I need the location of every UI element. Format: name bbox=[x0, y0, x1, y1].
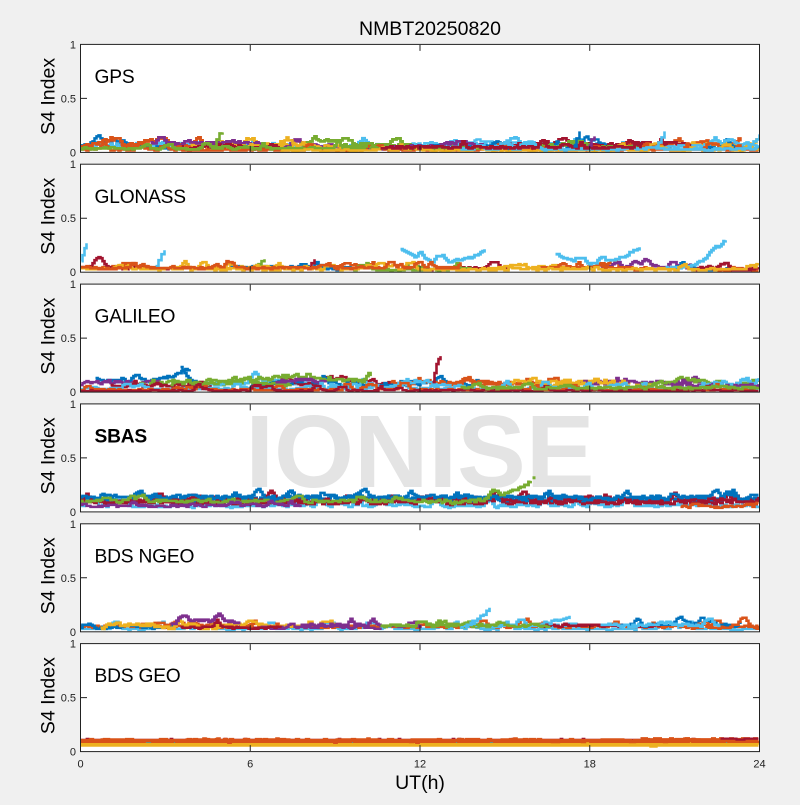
svg-text:0: 0 bbox=[70, 387, 76, 399]
svg-text:UT(h): UT(h) bbox=[395, 772, 445, 794]
svg-text:SBAS: SBAS bbox=[95, 427, 148, 448]
svg-text:BDS NGEO: BDS NGEO bbox=[95, 546, 195, 567]
svg-text:GPS: GPS bbox=[95, 67, 135, 88]
svg-text:1: 1 bbox=[70, 159, 76, 171]
svg-text:0: 0 bbox=[70, 507, 76, 519]
svg-text:S4 Index: S4 Index bbox=[38, 417, 60, 494]
svg-text:GALILEO: GALILEO bbox=[95, 307, 176, 328]
svg-text:0.5: 0.5 bbox=[61, 573, 76, 585]
svg-text:S4 Index: S4 Index bbox=[38, 297, 60, 374]
svg-text:0.5: 0.5 bbox=[61, 213, 76, 225]
svg-text:6: 6 bbox=[247, 758, 253, 770]
svg-text:S4 Index: S4 Index bbox=[38, 657, 60, 734]
svg-text:S4 Index: S4 Index bbox=[38, 177, 60, 254]
svg-text:1: 1 bbox=[70, 279, 76, 291]
svg-text:1: 1 bbox=[70, 399, 76, 411]
svg-text:0: 0 bbox=[70, 147, 76, 159]
svg-text:1: 1 bbox=[70, 639, 76, 651]
svg-text:BDS GEO: BDS GEO bbox=[95, 666, 181, 687]
svg-text:NMBT20250820: NMBT20250820 bbox=[359, 18, 501, 40]
svg-text:1: 1 bbox=[70, 39, 76, 51]
svg-text:0: 0 bbox=[77, 758, 83, 770]
svg-text:12: 12 bbox=[414, 758, 426, 770]
svg-text:0.5: 0.5 bbox=[61, 333, 76, 345]
svg-text:24: 24 bbox=[753, 758, 765, 770]
svg-text:0: 0 bbox=[70, 267, 76, 279]
svg-text:0.5: 0.5 bbox=[61, 453, 76, 465]
svg-text:18: 18 bbox=[584, 758, 596, 770]
svg-text:1: 1 bbox=[70, 519, 76, 531]
svg-text:0.5: 0.5 bbox=[61, 693, 76, 705]
svg-text:S4 Index: S4 Index bbox=[38, 537, 60, 614]
svg-text:0: 0 bbox=[70, 747, 76, 759]
svg-text:0.5: 0.5 bbox=[61, 93, 76, 105]
svg-text:GLONASS: GLONASS bbox=[95, 187, 186, 208]
svg-text:IONISE: IONISE bbox=[245, 394, 594, 509]
svg-text:S4 Index: S4 Index bbox=[38, 58, 60, 135]
svg-text:0: 0 bbox=[70, 627, 76, 639]
